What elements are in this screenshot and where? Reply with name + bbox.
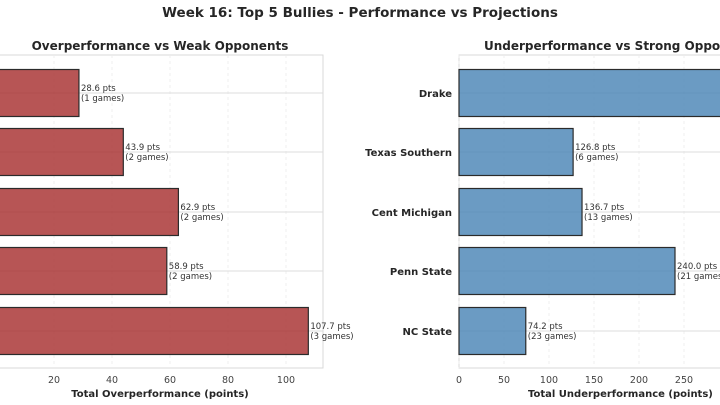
right-bar — [458, 127, 574, 177]
left-bar — [0, 306, 309, 356]
right-x-tick-label: 200 — [630, 375, 648, 386]
right-x-tick-label: 150 — [585, 375, 603, 386]
right-x-tick-label: 250 — [675, 375, 693, 386]
right-x-tick-label: 0 — [456, 375, 462, 386]
left-subplot: Overperformance vs Weak Opponents Total … — [0, 39, 354, 400]
left-x-tick-label: 60 — [164, 375, 176, 386]
right-bar — [458, 306, 527, 356]
right-bar-games-label: (21 games — [677, 272, 720, 282]
left-bar-games-label: (2 games) — [169, 272, 212, 282]
left-bar — [0, 68, 80, 118]
right-bar-value-label: 74.2 pts — [528, 322, 563, 332]
right-x-axis-label: Total Underperformance (points) — [528, 389, 713, 400]
left-bar — [0, 127, 124, 177]
right-bar-value-label: 240.0 pts — [677, 262, 718, 272]
left-x-tick-label: 20 — [48, 375, 60, 386]
right-subplot-title: Underperformance vs Strong Oppo — [484, 39, 720, 53]
right-subplot: Underperformance vs Strong Oppo Total Un… — [365, 39, 720, 400]
left-bar-games-label: (3 games) — [310, 332, 353, 342]
right-bar-games-label: (6 games) — [575, 153, 618, 163]
right-category-label: NC State — [403, 327, 453, 338]
right-bar — [458, 246, 676, 296]
right-bar-games-label: (23 games) — [528, 332, 577, 342]
right-category-label: Penn State — [390, 267, 452, 278]
right-x-tick-label: 50 — [498, 375, 510, 386]
right-bar-games-label: (13 games) — [584, 213, 633, 223]
left-bar-value-label: 43.9 pts — [125, 143, 160, 153]
left-x-axis-label: Total Overperformance (points) — [71, 389, 249, 400]
left-subplot-title: Overperformance vs Weak Opponents — [32, 39, 289, 53]
left-bar-games-label: (2 games) — [125, 153, 168, 163]
left-bar-value-label: 62.9 pts — [180, 203, 215, 213]
right-category-label: Drake — [419, 89, 452, 100]
right-bar — [458, 68, 720, 118]
left-bar-value-label: 58.9 pts — [169, 262, 204, 272]
right-bar-value-label: 136.7 pts — [584, 203, 625, 213]
right-category-label: Cent Michigan — [372, 208, 452, 219]
left-bar-games-label: (2 games) — [180, 213, 223, 223]
figure-title: Week 16: Top 5 Bullies - Performance vs … — [162, 5, 558, 21]
right-category-label: Texas Southern — [365, 148, 452, 159]
right-bar-value-label: 126.8 pts — [575, 143, 616, 153]
left-bar-value-label: 107.7 pts — [310, 322, 351, 332]
right-bar — [458, 187, 583, 237]
left-x-tick-label: 40 — [106, 375, 118, 386]
left-bar — [0, 246, 168, 296]
left-x-tick-label: 80 — [222, 375, 234, 386]
left-bar — [0, 187, 180, 237]
left-bar-value-label: 28.6 pts — [81, 84, 116, 94]
left-bar-games-label: (1 games) — [81, 94, 124, 104]
right-x-tick-label: 100 — [540, 375, 558, 386]
left-x-tick-label: 100 — [277, 375, 295, 386]
